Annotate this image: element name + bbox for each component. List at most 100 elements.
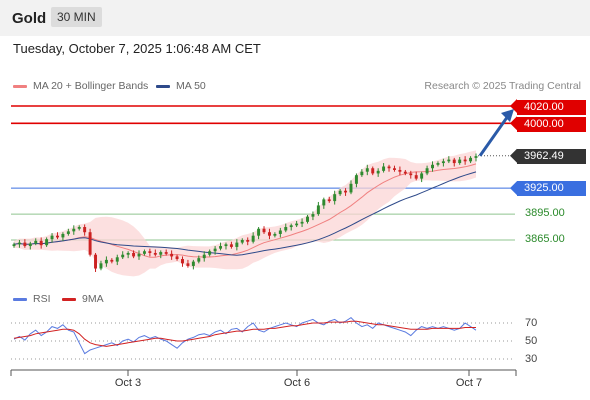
date-tick-oct6: Oct 6 — [283, 377, 311, 389]
bollinger-band — [14, 150, 476, 277]
candle-body — [121, 254, 125, 258]
last-price-label: 3962.49 — [517, 149, 586, 164]
candle-body — [251, 235, 255, 242]
candle-body — [316, 205, 320, 215]
candle-body — [322, 199, 326, 206]
candle-body — [398, 169, 402, 172]
candle-body — [88, 232, 92, 255]
candle-body — [458, 159, 462, 164]
candle-body — [137, 253, 141, 257]
candle-body — [148, 251, 152, 253]
candle-body — [240, 240, 244, 243]
candle-body — [45, 239, 49, 246]
candle-body — [235, 242, 239, 247]
candle-body — [409, 173, 413, 176]
candle-body — [278, 230, 282, 234]
candle-body — [436, 163, 440, 165]
candle-body — [246, 240, 250, 242]
candle-body — [387, 166, 391, 169]
candle-body — [159, 252, 163, 255]
rsi-9ma-line — [13, 320, 476, 347]
legend-ma50-label: MA 50 — [176, 80, 206, 92]
credit-label: Research © 2025 Trading Central — [424, 80, 581, 92]
candle-body — [354, 175, 358, 184]
candle-body — [94, 254, 98, 269]
timeframe-badge[interactable]: 30 MIN — [51, 7, 102, 27]
candle-body — [371, 168, 375, 174]
candle-body — [414, 175, 418, 179]
legend-ma50: MA 50 — [156, 80, 206, 92]
candle-body — [273, 233, 277, 236]
candle-body — [224, 244, 228, 247]
header-bar: Gold 30 MIN — [0, 0, 590, 36]
candle-body — [197, 258, 201, 262]
legend-rsi: RSI — [13, 293, 51, 305]
candle-body — [126, 252, 130, 255]
candle-body — [153, 252, 157, 255]
candle-body — [56, 235, 59, 238]
date-tick-oct3: Oct 3 — [114, 377, 142, 389]
candle-body — [431, 164, 434, 169]
date-tick-oct7: Oct 7 — [455, 377, 483, 389]
candle-body — [257, 228, 261, 236]
candle-body — [132, 252, 136, 257]
candle-body — [262, 228, 266, 233]
candle-body — [403, 171, 407, 174]
candle-body — [164, 252, 168, 254]
forecast-arrow-shaft — [478, 115, 510, 157]
candle-body — [39, 240, 43, 246]
label-pointer-r2 — [510, 99, 517, 113]
candle-body — [284, 227, 288, 231]
label-pointer-pivot — [510, 181, 517, 196]
candle-body — [365, 168, 369, 172]
candle-body — [441, 161, 445, 164]
candle-body — [50, 235, 54, 240]
candle-body — [267, 232, 271, 236]
candle-body — [28, 243, 32, 247]
candle-body — [202, 254, 206, 259]
candle-body — [72, 228, 76, 232]
candle-body — [333, 194, 337, 202]
candle-body — [327, 199, 331, 202]
candle-body — [115, 257, 119, 262]
ma9-swatch-icon — [62, 297, 76, 301]
candle-body — [170, 253, 174, 257]
candle-body — [452, 159, 456, 164]
r1-price-label: 4000.00 — [517, 117, 586, 132]
candle-body — [213, 248, 217, 252]
candle-body — [420, 173, 424, 179]
s2-price-label: 3865.00 — [525, 233, 565, 245]
candle-body — [142, 251, 146, 254]
rsi-line — [13, 316, 477, 355]
candle-body — [175, 256, 179, 260]
ma50-swatch-icon — [156, 84, 170, 88]
candle-body — [181, 259, 184, 264]
candle-body — [344, 190, 348, 193]
candle-body — [338, 190, 342, 195]
candle-body — [99, 263, 103, 269]
candle-body — [311, 214, 315, 217]
candle-body — [17, 242, 21, 245]
candle-body — [425, 168, 429, 174]
candle-body — [382, 166, 386, 171]
pivot-price-label: 3925.00 — [517, 181, 586, 196]
candle-body — [23, 242, 27, 247]
candle-body — [34, 240, 38, 244]
candle-body — [469, 157, 473, 162]
legend-9ma: 9MA — [62, 293, 104, 305]
candle-body — [229, 244, 233, 247]
rsi-tick-50: 50 — [525, 335, 538, 347]
datetime-label: Tuesday, October 7, 2025 1:06:48 AM CET — [13, 41, 261, 56]
s1-price-label: 3895.00 — [525, 207, 565, 219]
r2-price-label: 4020.00 — [517, 100, 586, 115]
candle-body — [360, 171, 364, 176]
candle-body — [77, 227, 81, 229]
candle-body — [61, 233, 65, 238]
candle-body — [295, 223, 299, 226]
rsi-tick-70: 70 — [525, 317, 538, 329]
candle-body — [376, 170, 380, 174]
label-pointer-last — [510, 148, 517, 163]
legend-9ma-label: 9MA — [82, 293, 104, 305]
candle-body — [447, 159, 451, 162]
